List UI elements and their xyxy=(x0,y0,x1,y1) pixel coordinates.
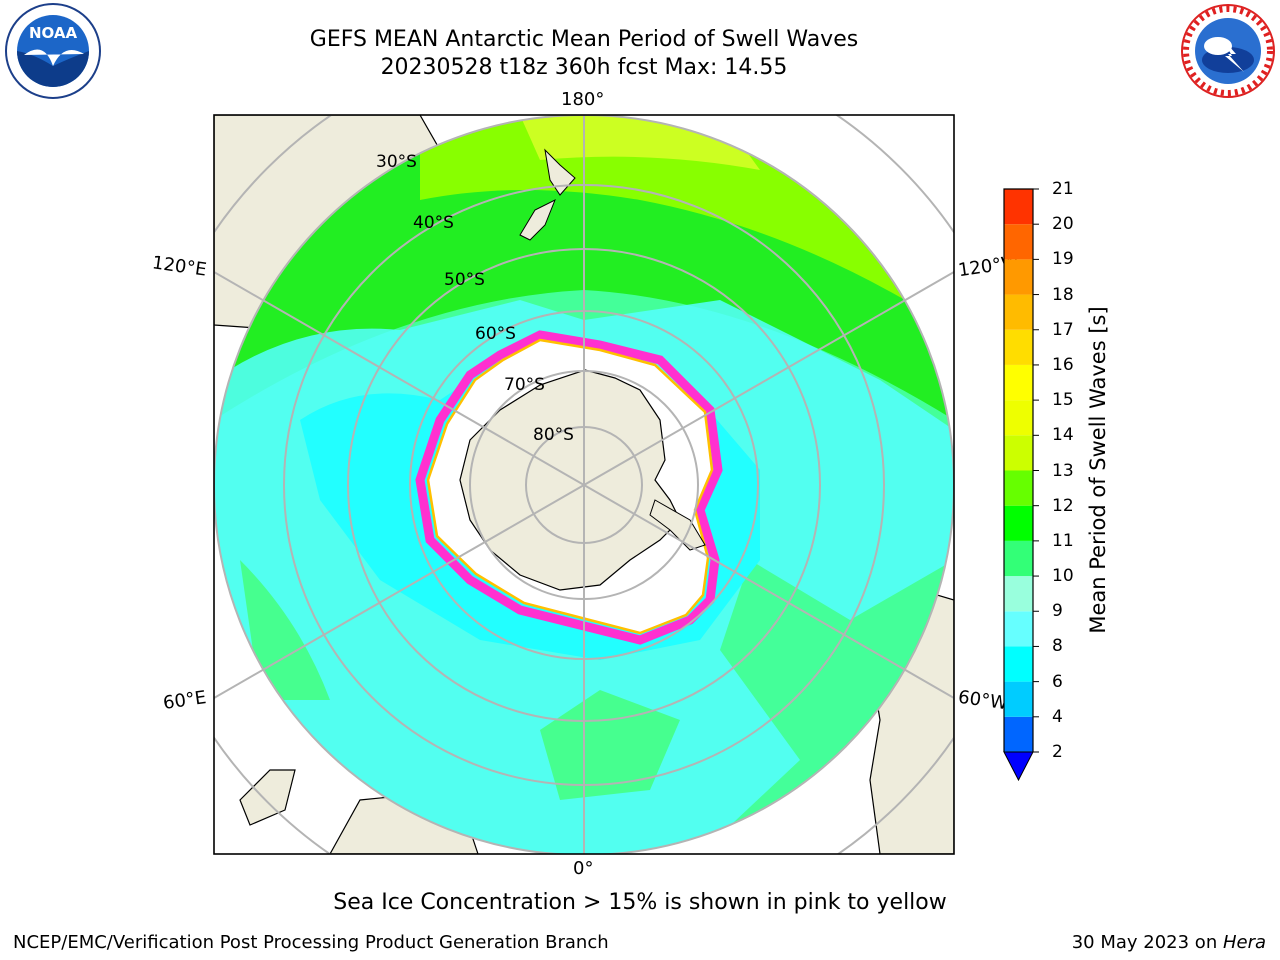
colorbar-label: Mean Period of Swell Waves [s] xyxy=(1086,306,1110,634)
svg-text:NOAA: NOAA xyxy=(29,24,78,42)
colorbar-swatch xyxy=(1004,681,1033,717)
lat-label-80s: 80°S xyxy=(533,425,574,445)
colorbar-swatch xyxy=(1004,329,1033,365)
colorbar-swatch xyxy=(1004,505,1033,541)
footer-branch: NCEP/EMC/Verification Post Processing Pr… xyxy=(13,932,609,953)
lat-label-40s: 40°S xyxy=(413,213,454,233)
colorbar-tick-label: 10 xyxy=(1052,566,1074,587)
colorbar-swatch xyxy=(1004,576,1033,612)
colorbar-tick-label: 12 xyxy=(1052,495,1074,516)
colorbar-swatch xyxy=(1004,611,1033,647)
chart-title: GEFS MEAN Antarctic Mean Period of Swell… xyxy=(309,27,859,52)
colorbar-swatch xyxy=(1004,294,1033,330)
colorbar-extend-arrow xyxy=(1003,751,1034,782)
nws-logo-icon xyxy=(1181,4,1275,98)
colorbar-tick-label: 21 xyxy=(1052,179,1074,199)
lat-label-60s: 60°S xyxy=(475,324,516,344)
noaa-logo-icon: NOAA xyxy=(5,3,101,99)
lon-label-0: 0° xyxy=(573,858,594,879)
footer-date-text: 30 May 2023 on xyxy=(1071,932,1223,953)
colorbar-tick-label: 4 xyxy=(1052,706,1063,727)
colorbar-swatch xyxy=(1004,716,1033,752)
footer-host: Hera xyxy=(1222,932,1266,953)
colorbar-tick-label: 11 xyxy=(1052,530,1074,551)
lat-label-50s: 50°S xyxy=(444,270,485,290)
madagascar-land xyxy=(239,769,296,826)
antarctica-land xyxy=(459,369,681,591)
colorbar-tick-label: 6 xyxy=(1052,671,1063,692)
colorbar-tick-label: 18 xyxy=(1052,284,1074,305)
colorbar-swatch xyxy=(1004,540,1033,577)
lat-label-30s: 30°S xyxy=(376,152,417,172)
colorbar-tick-label: 15 xyxy=(1052,390,1074,411)
colorbar-tick-label: 13 xyxy=(1052,460,1074,481)
colorbar-swatch xyxy=(1004,259,1033,295)
lon-label-180: 180° xyxy=(561,89,605,110)
colorbar-tick-label: 20 xyxy=(1052,214,1074,235)
colorbar-swatch xyxy=(1004,224,1033,260)
new-zealand-land xyxy=(519,148,576,241)
colorbar-tick-label: 8 xyxy=(1052,636,1063,657)
chart-subtitle: 20230528 t18z 360h fcst Max: 14.55 xyxy=(380,55,788,80)
colorbar-swatch xyxy=(1004,470,1033,506)
colorbar-swatch xyxy=(1004,400,1033,436)
colorbar-tick-label: 14 xyxy=(1052,425,1074,446)
lat-label-70s: 70°S xyxy=(504,375,545,395)
colorbar-swatch xyxy=(1004,435,1033,471)
sea-ice-note: Sea Ice Concentration > 15% is shown in … xyxy=(333,890,947,915)
colorbar-swatch xyxy=(1004,189,1033,225)
footer-date: 30 May 2023 on Hera xyxy=(1072,932,1266,953)
colorbar-tick-label: 9 xyxy=(1052,601,1063,622)
colorbar-tick-label: 17 xyxy=(1052,319,1074,340)
antarctic-peninsula xyxy=(649,499,706,551)
colorbar-swatch xyxy=(1004,646,1033,682)
colorbar-tick-label: 16 xyxy=(1052,354,1074,375)
sea-ice-edge xyxy=(415,330,723,645)
colorbar-swatch xyxy=(1004,364,1033,401)
colorbar-tick-label: 2 xyxy=(1052,742,1063,762)
colorbar-tick-label: 19 xyxy=(1052,249,1074,270)
